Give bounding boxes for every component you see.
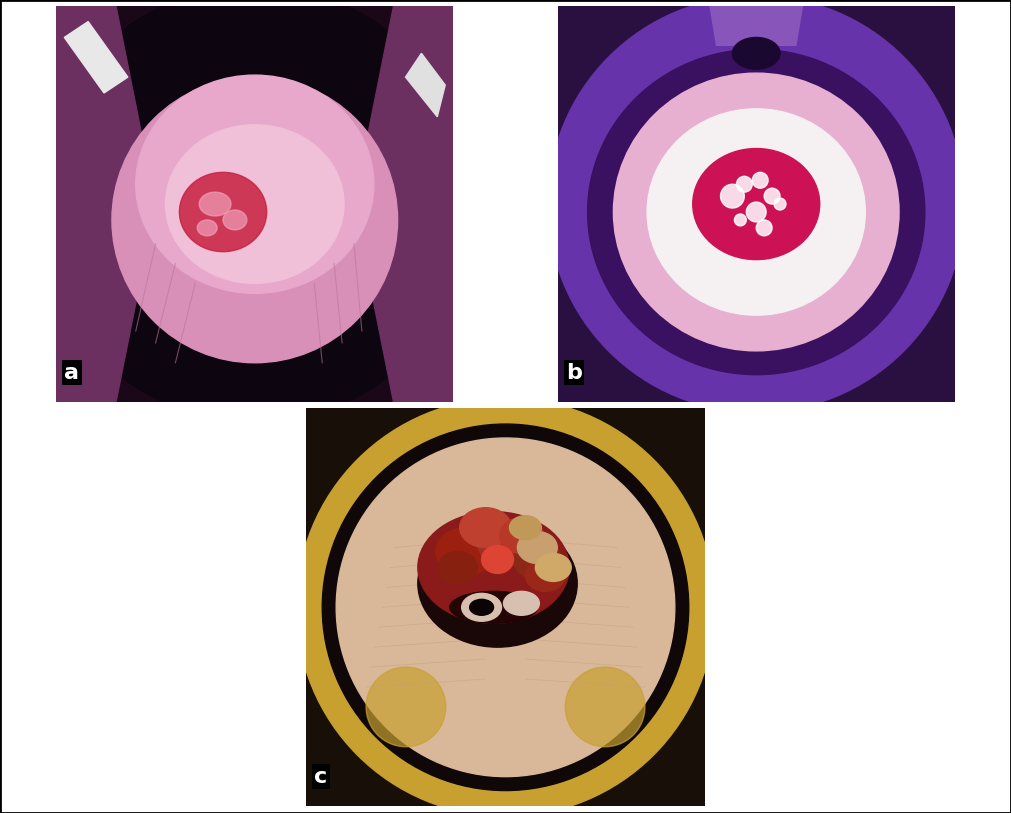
Ellipse shape bbox=[462, 593, 501, 621]
Ellipse shape bbox=[418, 511, 569, 624]
Ellipse shape bbox=[647, 109, 865, 315]
Ellipse shape bbox=[514, 540, 561, 580]
Ellipse shape bbox=[337, 438, 674, 776]
Ellipse shape bbox=[438, 551, 477, 584]
Text: c: c bbox=[314, 767, 328, 787]
Ellipse shape bbox=[477, 522, 534, 566]
Polygon shape bbox=[65, 22, 127, 93]
Ellipse shape bbox=[536, 554, 571, 581]
Ellipse shape bbox=[223, 210, 247, 230]
Ellipse shape bbox=[36, 0, 473, 422]
Ellipse shape bbox=[510, 515, 541, 540]
Circle shape bbox=[721, 185, 744, 208]
Ellipse shape bbox=[199, 192, 231, 216]
Ellipse shape bbox=[436, 528, 495, 576]
Circle shape bbox=[756, 220, 772, 236]
Ellipse shape bbox=[166, 124, 344, 284]
Polygon shape bbox=[57, 6, 156, 402]
Circle shape bbox=[752, 172, 768, 188]
Polygon shape bbox=[405, 54, 445, 117]
Ellipse shape bbox=[418, 520, 577, 647]
Ellipse shape bbox=[481, 546, 514, 573]
Circle shape bbox=[774, 198, 786, 210]
Polygon shape bbox=[709, 0, 804, 46]
Ellipse shape bbox=[499, 518, 543, 554]
Text: b: b bbox=[566, 363, 581, 383]
Ellipse shape bbox=[296, 398, 715, 813]
Ellipse shape bbox=[112, 77, 397, 363]
Ellipse shape bbox=[503, 591, 539, 615]
Ellipse shape bbox=[450, 591, 538, 624]
Ellipse shape bbox=[518, 532, 557, 563]
Ellipse shape bbox=[693, 149, 820, 259]
Polygon shape bbox=[354, 6, 453, 402]
Circle shape bbox=[736, 176, 752, 192]
Text: a: a bbox=[65, 363, 79, 383]
Ellipse shape bbox=[732, 37, 780, 69]
Ellipse shape bbox=[587, 50, 925, 375]
Ellipse shape bbox=[366, 667, 446, 746]
Circle shape bbox=[746, 202, 766, 222]
Ellipse shape bbox=[526, 559, 565, 591]
Circle shape bbox=[734, 214, 746, 226]
Ellipse shape bbox=[135, 75, 374, 293]
Ellipse shape bbox=[470, 599, 493, 615]
Ellipse shape bbox=[460, 507, 512, 548]
Circle shape bbox=[764, 188, 780, 204]
Ellipse shape bbox=[614, 73, 899, 351]
Ellipse shape bbox=[197, 220, 217, 236]
Ellipse shape bbox=[323, 424, 688, 790]
Ellipse shape bbox=[548, 0, 964, 412]
Ellipse shape bbox=[179, 172, 267, 252]
Ellipse shape bbox=[565, 667, 645, 746]
